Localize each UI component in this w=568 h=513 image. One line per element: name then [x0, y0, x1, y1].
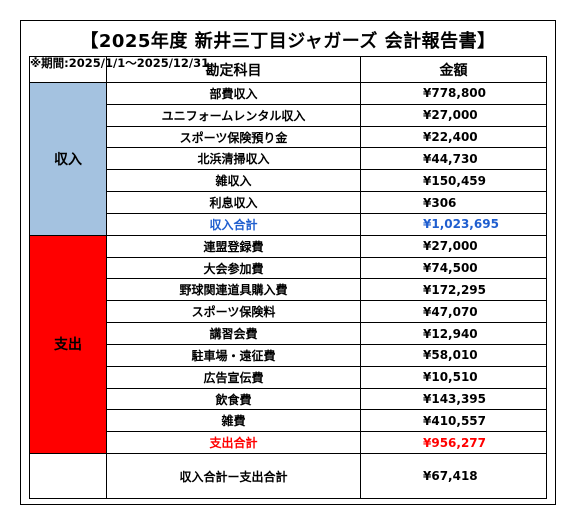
expense-item: 野球関連道具購入費 — [106, 278, 361, 302]
header-amount: 金額 — [360, 56, 547, 83]
income-amount: ¥27,000 — [360, 103, 547, 127]
expense-item: 駐車場・遠征費 — [106, 343, 361, 367]
header-item: 勘定科目 — [106, 56, 361, 83]
expense-section-label: 支出 — [29, 234, 107, 455]
header-blank-cell — [29, 56, 107, 83]
expense-amount: ¥10,510 — [360, 365, 547, 389]
expense-amount: ¥74,500 — [360, 256, 547, 280]
income-item: 雑収入 — [106, 169, 361, 193]
expense-amount: ¥143,395 — [360, 387, 547, 411]
income-row: 雑収入 ¥150,459 — [30, 169, 547, 193]
expense-row: 飲食費 ¥143,395 — [30, 387, 547, 411]
balance-row: 収入合計ー支出合計 ¥67,418 — [29, 453, 547, 499]
income-total-amount: ¥1,023,695 — [360, 212, 547, 236]
expense-item: 講習会費 — [106, 322, 361, 345]
income-amount: ¥150,459 — [360, 169, 547, 193]
income-amount: ¥44,730 — [360, 147, 547, 171]
balance-blank-cell — [29, 453, 107, 499]
expense-amount: ¥410,557 — [360, 409, 547, 433]
income-amount: ¥22,400 — [360, 125, 547, 149]
expense-amount: ¥47,070 — [360, 300, 547, 324]
expense-item: 飲食費 — [106, 387, 361, 411]
expense-amount: ¥12,940 — [360, 322, 547, 345]
expense-row: スポーツ保険料 ¥47,070 — [30, 300, 547, 324]
income-item: 利息収入 — [106, 191, 361, 214]
expense-item: 広告宣伝費 — [106, 365, 361, 389]
income-row: スポーツ保険預り金 ¥22,400 — [30, 125, 547, 149]
income-item: 部費収入 — [106, 82, 361, 105]
expense-amount: ¥27,000 — [360, 234, 547, 258]
expense-total-row: 支出合計 ¥956,277 — [30, 431, 547, 455]
expense-amount: ¥172,295 — [360, 278, 547, 302]
expense-row: 支出 連盟登録費 ¥27,000 — [29, 234, 547, 455]
expense-amount: ¥58,010 — [360, 343, 547, 367]
expense-item: 雑費 — [106, 409, 361, 433]
income-amount: ¥306 — [360, 191, 547, 214]
income-amount: ¥778,800 — [360, 82, 547, 105]
expense-row: 講習会費 ¥12,940 — [30, 322, 547, 345]
income-item: スポーツ保険預り金 — [106, 125, 361, 149]
income-item: 北浜清掃収入 — [106, 147, 361, 171]
income-item: ユニフォームレンタル収入 — [106, 103, 361, 127]
expense-total-label: 支出合計 — [106, 431, 361, 455]
expense-row: 広告宣伝費 ¥10,510 — [30, 365, 547, 389]
expense-item: スポーツ保険料 — [106, 300, 361, 324]
expense-row: 野球関連道具購入費 ¥172,295 — [30, 278, 547, 302]
income-row: 収入 部費収入 ¥778,800 — [29, 82, 547, 236]
expense-row: 駐車場・遠征費 ¥58,010 — [30, 343, 547, 367]
income-row: ユニフォームレンタル収入 ¥27,000 — [30, 103, 547, 127]
income-row: 北浜清掃収入 ¥44,730 — [30, 147, 547, 171]
expense-row: 大会参加費 ¥74,500 — [30, 256, 547, 280]
expense-row: 雑費 ¥410,557 — [30, 409, 547, 433]
balance-label: 収入合計ー支出合計 — [106, 453, 361, 499]
report-title: 【2025年度 新井三丁目ジャガーズ 会計報告書】 — [80, 31, 496, 52]
balance-amount: ¥67,418 — [360, 453, 547, 499]
income-section-label: 収入 — [29, 82, 107, 236]
expense-item: 大会参加費 — [106, 256, 361, 280]
accounting-table: 勘定科目 金額 収入 部費収入 ¥778,800 ユニフォームレンタル収入 ¥27,00… — [29, 56, 547, 499]
header-row: 勘定科目 金額 — [29, 56, 547, 83]
expense-item: 連盟登録費 — [106, 234, 361, 258]
income-row: 利息収入 ¥306 — [30, 191, 547, 214]
income-total-label: 収入合計 — [106, 212, 361, 236]
expense-total-amount: ¥956,277 — [360, 431, 547, 455]
income-total-row: 収入合計 ¥1,023,695 — [30, 212, 547, 236]
